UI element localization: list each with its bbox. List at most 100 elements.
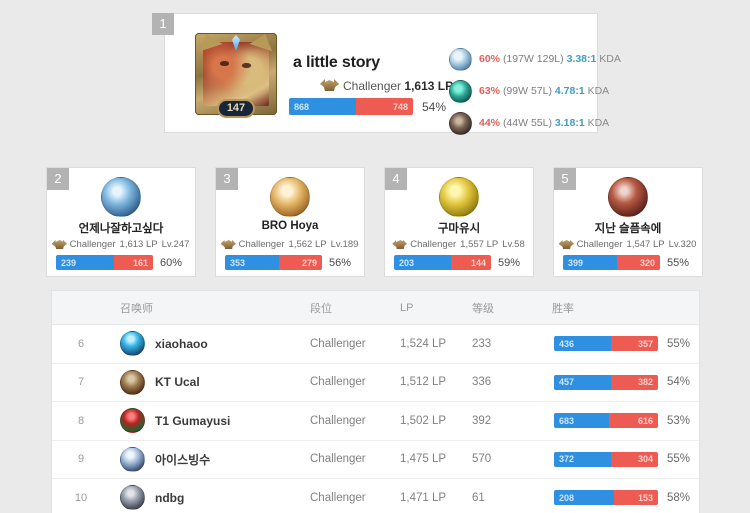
level-value: Lv.247	[161, 239, 190, 250]
table-row[interactable]: 8 T1 Gumayusi Challenger 1,502 LP 392 683 616 5…	[52, 402, 699, 441]
champion-stat-row[interactable]: 63% (99W 57L) 4.78:1 KDA	[449, 79, 621, 103]
summoner-name[interactable]: 구마유시	[437, 223, 481, 235]
summoner-avatar[interactable]	[439, 177, 479, 217]
champion-portrait-1[interactable]	[449, 47, 472, 71]
rank-badge-2: 2	[47, 168, 69, 190]
winloss-row: 353 279 56%	[225, 255, 355, 270]
rank-2-card[interactable]: 2 언제나잘하고싶다 Challenger 1,613 LP Lv.247 239 161 6…	[46, 167, 196, 277]
champion-stats-list: 60% (197W 129L) 3.38:1 KDA 63% (99W 57L) …	[449, 47, 621, 143]
losses-segment: 153	[613, 490, 658, 506]
winloss-bar: 239 161	[56, 255, 153, 270]
winloss-row: 399 320 55%	[563, 255, 693, 270]
row-lp: 1,502 LP	[400, 414, 447, 427]
header-tier[interactable]: 段位	[310, 302, 332, 315]
winloss-bar: 868 748	[289, 98, 413, 115]
header-summoner[interactable]: 召唤师	[120, 302, 153, 315]
summoner-level-badge: 147	[217, 99, 255, 118]
winrate-percent: 60%	[160, 256, 183, 269]
summoner-name[interactable]: ndbg	[155, 490, 185, 505]
summoner-name[interactable]: 지난 슬픔속에	[594, 223, 662, 235]
winrate-percent: 56%	[329, 256, 352, 269]
summoner-name[interactable]: T1 Gumayusi	[155, 413, 231, 428]
summoner-name[interactable]: xiaohaoo	[155, 336, 208, 351]
rank-badge-3: 3	[216, 168, 238, 190]
champion-stat-row[interactable]: 44% (44W 55L) 3.18:1 KDA	[449, 111, 621, 135]
row-winrate: 436 357 55%	[552, 336, 699, 352]
lp-value: 1,562 LP	[288, 239, 327, 250]
row-tier: Challenger	[310, 453, 366, 466]
champion-portrait-3[interactable]	[449, 111, 472, 135]
table-row[interactable]: 10 ndbg Challenger 1,471 LP 61 208 153 58%	[52, 479, 699, 513]
summoner-avatar[interactable]	[608, 177, 648, 217]
summoner-avatar[interactable]: 147	[195, 30, 277, 118]
summoner-avatar[interactable]	[120, 485, 145, 511]
summoner-name[interactable]: 언제나잘하고싶다	[78, 223, 164, 235]
summoner-avatar[interactable]	[120, 331, 145, 357]
table-row[interactable]: 9 아이스빙수 Challenger 1,475 LP 570 372 304 55%	[52, 441, 699, 479]
champion-winrate: 44%	[479, 117, 501, 129]
row-winrate: 457 382 54%	[552, 374, 699, 390]
hero-card-content: 147 a little story Challenger 1,613 LP 8…	[177, 14, 621, 135]
champion-portrait-2[interactable]	[449, 79, 472, 103]
table-row[interactable]: 6 xiaohaoo Challenger 1,524 LP 233 436 357 55%	[52, 325, 699, 364]
challenger-emblem-icon	[392, 238, 406, 251]
champion-kda: 4.78:1	[554, 85, 585, 97]
row-summoner[interactable]: T1 Gumayusi	[110, 408, 310, 434]
summoner-avatar[interactable]	[120, 446, 145, 472]
winloss-bar: 208 153	[554, 490, 658, 506]
winloss-bar: 372 304	[554, 451, 658, 467]
summoner-name[interactable]: a little story	[293, 54, 381, 71]
champion-stat-row[interactable]: 60% (197W 129L) 3.38:1 KDA	[449, 47, 621, 71]
winloss-row: 239 161 60%	[56, 255, 186, 270]
champion-kda-label: KDA	[587, 117, 610, 129]
wins-segment: 372	[554, 451, 612, 467]
row-summoner[interactable]: ndbg	[110, 485, 310, 511]
wins-segment: 683	[554, 413, 609, 429]
table-row[interactable]: 7 KT Ucal Challenger 1,512 LP 336 457 382 54%	[52, 364, 699, 402]
winrate-percent: 54%	[667, 376, 691, 389]
winrate-percent: 53%	[667, 414, 691, 427]
rank-5-card[interactable]: 5 지난 슬픔속에 Challenger 1,547 LP Lv.320 399 320 55…	[553, 167, 703, 277]
rank-1-hero-card[interactable]: 1 147 a little story Challe	[152, 13, 621, 135]
row-rank: 9	[77, 453, 85, 466]
tier-row: Challenger 1,562 LP Lv.189	[216, 238, 364, 251]
avatar-portrait	[203, 42, 269, 106]
winrate-percent: 55%	[667, 256, 690, 269]
wins-segment: 868	[289, 98, 356, 115]
row-summoner[interactable]: xiaohaoo	[110, 331, 310, 357]
header-level[interactable]: 等级	[472, 302, 494, 315]
table-header-row: 召唤师 段位 LP 等级 胜率	[52, 291, 699, 325]
wins-segment: 399	[563, 255, 617, 270]
losses-segment: 382	[610, 374, 658, 390]
row-summoner[interactable]: 아이스빙수	[110, 446, 310, 472]
champion-stat-text: 63% (99W 57L) 4.78:1 KDA	[479, 85, 609, 97]
header-winrate[interactable]: 胜率	[552, 302, 574, 315]
rank-4-card[interactable]: 4 구마유시 Challenger 1,557 LP Lv.58 203 144 59%	[384, 167, 534, 277]
row-rank: 10	[74, 491, 88, 504]
row-level: 61	[472, 491, 485, 504]
tier-row: Challenger 1,613 LP Lv.247	[47, 238, 195, 251]
summoner-avatar[interactable]	[120, 369, 145, 395]
winloss-bar: 683 616	[554, 413, 658, 429]
rank-badge-5: 5	[554, 168, 576, 190]
summoner-name[interactable]: BRO Hoya	[261, 220, 319, 232]
rank-3-card[interactable]: 3 BRO Hoya Challenger 1,562 LP Lv.189 353 279 5…	[215, 167, 365, 277]
summoner-avatar[interactable]	[120, 408, 145, 434]
winloss-row: 203 144 59%	[394, 255, 524, 270]
losses-segment: 144	[450, 255, 491, 270]
row-lp: 1,471 LP	[400, 491, 447, 504]
rank-2-5-cards: 2 언제나잘하고싶다 Challenger 1,613 LP Lv.247 239 161 6…	[46, 167, 704, 281]
wins-segment: 208	[554, 490, 614, 506]
tier-label: Challenger	[410, 239, 457, 250]
summoner-name[interactable]: KT Ucal	[155, 375, 200, 390]
row-summoner[interactable]: KT Ucal	[110, 369, 310, 395]
summoner-avatar[interactable]	[101, 177, 141, 217]
summoner-avatar[interactable]	[270, 177, 310, 217]
losses-segment: 357	[611, 336, 658, 352]
tier-label: Challenger	[69, 239, 116, 250]
summoner-name[interactable]: 아이스빙수	[155, 452, 211, 467]
header-lp[interactable]: LP	[400, 301, 414, 314]
wins-segment: 353	[225, 255, 280, 270]
row-winrate: 683 616 53%	[552, 413, 699, 429]
hero-card-body: 147 a little story Challenger 1,613 LP 8…	[164, 13, 621, 135]
